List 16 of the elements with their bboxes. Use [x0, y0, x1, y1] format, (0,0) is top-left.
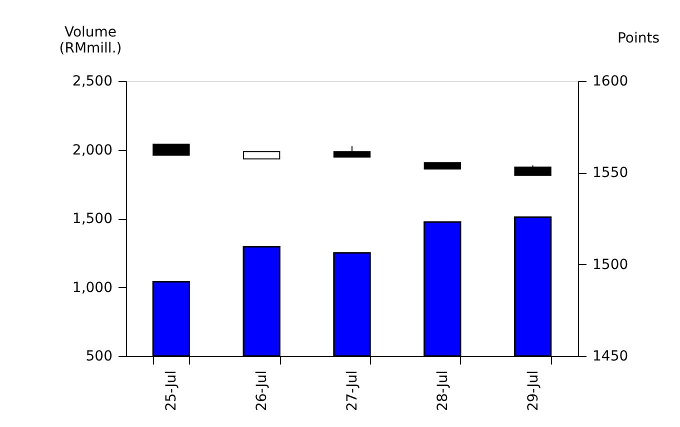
x-tick-label: 27-Jul [344, 370, 360, 412]
y-tick-label: 1,500 [72, 211, 112, 227]
y-tick-label: 2,000 [72, 142, 112, 158]
y2-tick-label: 1550 [592, 165, 628, 182]
y2-tick-label: 1500 [592, 256, 628, 273]
x-tick-label: 28-Jul [434, 370, 451, 412]
y2-tick-label: 1600 [592, 74, 628, 90]
y-tick-label: 2,500 [72, 74, 112, 90]
y-tick-label: 500 [86, 348, 112, 364]
x-tick-label: 29-Jul [525, 370, 542, 412]
y2-tick-label: 1450 [592, 348, 628, 364]
y-axis-title: Volume (RMmill.) [59, 24, 122, 56]
x-tick-label: 25-Jul [164, 370, 180, 412]
y-tick-label: 1,000 [72, 280, 112, 296]
x-tick-label: 26-Jul [254, 370, 270, 412]
y2-axis-title: Points [617, 30, 660, 46]
